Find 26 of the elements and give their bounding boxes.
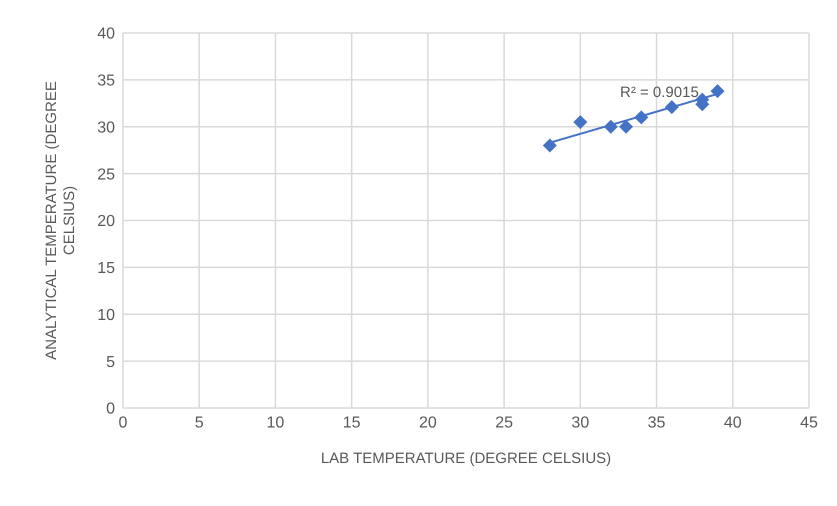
y-tick-label: 40 bbox=[97, 26, 116, 43]
x-tick-label: 30 bbox=[571, 414, 590, 432]
y-tick-label: 35 bbox=[97, 72, 116, 90]
point bbox=[573, 115, 588, 130]
y-axis-title: ANALYTICAL TEMPERATURE (DEGREE CELSIUS) bbox=[43, 81, 78, 360]
y-tick-label: 10 bbox=[97, 306, 116, 324]
x-tick-label: 15 bbox=[342, 414, 361, 432]
point bbox=[619, 120, 634, 134]
x-tick-label: 35 bbox=[648, 414, 666, 432]
annotation: R² = 0.9015 bbox=[620, 84, 699, 101]
y-tick-label: 20 bbox=[97, 213, 116, 230]
x-tick-label: 0 bbox=[118, 414, 128, 432]
x-axis-title: LAB TEMPERATURE (DEGREE CELSIUS) bbox=[320, 450, 612, 467]
x-tick-label: 45 bbox=[800, 414, 818, 432]
y-tick-label: 0 bbox=[106, 400, 116, 418]
point bbox=[542, 138, 557, 152]
x-tick-label: 40 bbox=[724, 414, 742, 432]
y-tick-label: 30 bbox=[97, 119, 116, 136]
x-tick-label: 5 bbox=[194, 414, 204, 432]
y-tick-label: 5 bbox=[106, 354, 116, 371]
x-tick-label: 20 bbox=[418, 414, 437, 432]
point bbox=[710, 84, 725, 98]
x-tick-label: 25 bbox=[495, 414, 514, 432]
x-tick-label: 10 bbox=[266, 414, 284, 432]
y-tick-label: 15 bbox=[97, 260, 116, 278]
y-tick-label: 25 bbox=[97, 166, 116, 184]
